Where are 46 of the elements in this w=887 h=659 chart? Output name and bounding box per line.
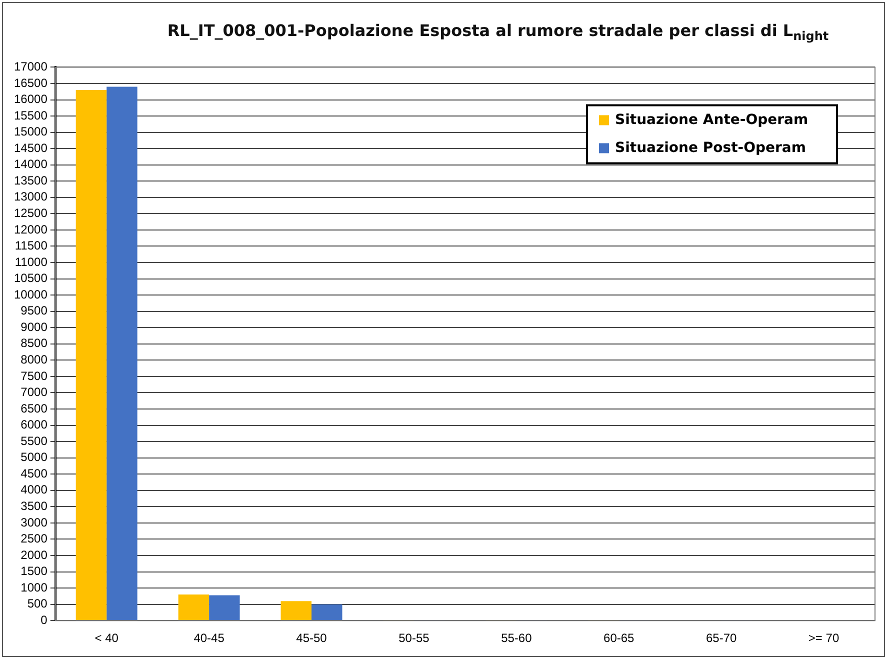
chart-title: RL_IT_008_001-Popolazione Esposta al rumore stradale per classi di L$_{night}$ [166, 21, 830, 44]
x-tick-label: 60-65 [604, 631, 635, 646]
x-tick-label: 55-60 [501, 631, 532, 646]
y-tick-label: 11500 [14, 238, 48, 253]
y-tick-label: 16000 [14, 92, 48, 106]
y-tick-label: 13500 [14, 173, 48, 188]
y-tick-label: 15500 [14, 108, 48, 122]
x-tick-label: 65-70 [706, 631, 737, 646]
y-tick-label: 500 [27, 596, 48, 611]
y-tick-label: 6000 [20, 418, 48, 432]
y-tick-label: 13000 [14, 190, 48, 204]
y-tick-label: 5500 [20, 434, 48, 448]
y-tick-label: 5000 [20, 450, 48, 464]
y-tick-label: 10500 [14, 271, 48, 286]
y-tick-label: 2000 [20, 548, 48, 562]
y-tick-label: 9000 [20, 320, 48, 334]
y-tick-label: 9500 [20, 304, 48, 318]
y-tick-label: 3000 [20, 515, 48, 530]
y-tick-label: 0 [40, 612, 48, 627]
x-tick-label: >= 70 [808, 631, 840, 646]
y-tick-label: 14000 [14, 157, 48, 172]
y-tick-label: 1000 [20, 580, 48, 594]
y-tick-label: 6500 [20, 401, 48, 416]
y-tick-label: 16500 [14, 76, 48, 90]
y-tick-label: 17000 [14, 60, 48, 74]
y-tick-label: 4000 [20, 482, 48, 497]
y-tick-label: 3500 [20, 498, 48, 513]
y-tick-label: 15000 [14, 124, 48, 139]
x-tick-label: 45-50 [296, 631, 328, 646]
y-tick-label: 2500 [20, 532, 48, 546]
y-tick-label: 10000 [14, 287, 48, 302]
y-tick-label: 12000 [14, 222, 48, 236]
y-tick-label: 4500 [20, 466, 48, 480]
x-tick-label: 50-55 [398, 631, 430, 646]
y-tick-label: 8000 [20, 352, 48, 366]
legend-label: Situazione Post-Operam [615, 140, 806, 156]
legend-label: Situazione Ante-Operam [615, 112, 808, 128]
y-tick-label: 11000 [14, 254, 48, 269]
x-tick-label: 40-45 [194, 631, 225, 646]
y-tick-label: 7500 [20, 368, 48, 383]
x-tick-label: < 40 [94, 631, 119, 646]
y-tick-label: 12500 [14, 206, 48, 220]
y-tick-label: 14500 [14, 140, 48, 155]
y-tick-label: 1500 [20, 564, 48, 578]
y-tick-label: 7000 [20, 385, 48, 400]
y-tick-label: 8500 [20, 336, 48, 350]
